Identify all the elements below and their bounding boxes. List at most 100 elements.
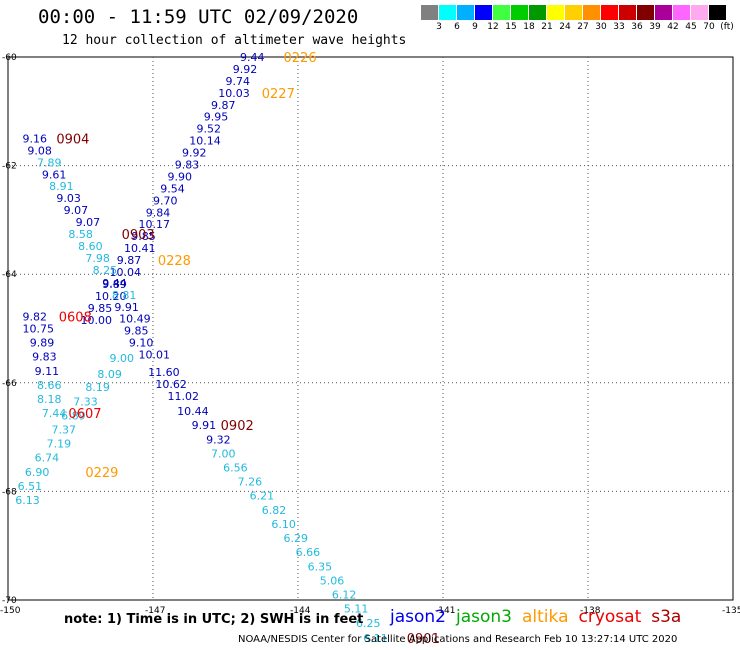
wave-height-label: 9.87	[117, 254, 142, 267]
wave-height-label: 7.98	[85, 252, 110, 265]
legend-label: 39	[649, 22, 661, 32]
legend-label: 33	[613, 22, 625, 32]
legend-label: 3	[436, 22, 442, 32]
legend-swatch	[529, 5, 546, 20]
wave-height-label: 9.95	[204, 111, 229, 124]
wave-height-label: 9.85	[131, 230, 156, 243]
wave-height-label: 9.00	[110, 352, 135, 365]
legend-swatch	[655, 5, 672, 20]
pass-time-label: 0229	[85, 466, 118, 481]
footer-note: note: 1) Time is in UTC; 2) SWH is in fe…	[64, 612, 364, 627]
wave-height-label: 9.91	[192, 419, 217, 432]
legend-swatch	[547, 5, 564, 20]
wave-height-label: 6.12	[332, 589, 357, 602]
pass-time-label: 0902	[221, 419, 254, 434]
y-tick-label: -66	[2, 379, 17, 389]
legend-swatch	[673, 5, 690, 20]
wave-height-label: 6.66	[296, 546, 321, 559]
wave-height-label: 9.92	[182, 147, 207, 160]
wave-height-label: 9.07	[64, 204, 88, 217]
pass-time-label: 0607	[68, 407, 101, 422]
wave-height-label: 8.18	[37, 393, 62, 406]
wave-height-label: 9.10	[129, 337, 154, 350]
pass-time-label: 0904	[56, 132, 89, 147]
y-tick-label: -60	[2, 53, 17, 63]
legend-swatch	[565, 5, 582, 20]
wave-height-label: 6.11	[363, 632, 388, 645]
x-tick-label: -144	[290, 606, 311, 616]
x-tick-label: -150	[0, 606, 21, 616]
legend-swatch	[511, 5, 528, 20]
pass-time-label: 0227	[262, 87, 295, 102]
pass-time-label: 0608	[59, 311, 92, 326]
wave-height-label: 9.87	[211, 99, 236, 112]
wave-height-label: 9.92	[233, 63, 258, 76]
wave-height-label: 9.89	[102, 278, 127, 291]
satellite-name: s3a	[651, 607, 682, 627]
satellite-name: cryosat	[578, 607, 642, 627]
wave-height-label: 11.02	[168, 390, 200, 403]
wave-height-label: 8.91	[49, 180, 73, 193]
legend-label: 27	[577, 22, 589, 32]
wave-height-label: 9.03	[56, 192, 80, 205]
wave-height-label: 8.25	[93, 264, 118, 277]
satellite-legend: jason2 jason3 altika cryosat s3a	[390, 607, 691, 627]
wave-height-label: 8.58	[68, 228, 93, 241]
wave-height-label: 7.00	[211, 447, 236, 460]
wave-height-label: 9.70	[153, 194, 178, 207]
wave-height-label: 9.89	[30, 337, 55, 350]
wave-height-label: 6.10	[271, 518, 296, 531]
legend-swatch	[421, 5, 438, 20]
x-tick-label: -138	[580, 606, 601, 616]
wave-height-label: 10.01	[139, 349, 171, 362]
wave-height-label: 7.89	[37, 156, 62, 169]
wave-height-label: 9.61	[42, 168, 66, 181]
wave-height-label: 6.25	[356, 617, 381, 630]
legend-label: 21	[541, 22, 553, 32]
wave-height-label: 10.20	[95, 290, 127, 303]
legend-label: 45	[685, 22, 697, 32]
chart-title: 00:00 - 11:59 UTC 02/09/2020	[38, 6, 359, 28]
legend-label: 15	[505, 22, 517, 32]
pass-time-label: 0903	[122, 228, 155, 243]
legend-swatch	[439, 5, 456, 20]
satellite-name: jason3	[456, 607, 512, 627]
y-tick-label: -64	[2, 270, 17, 280]
wave-height-label: 9.91	[114, 301, 139, 314]
wave-height-label: 9.83	[175, 159, 200, 172]
legend-swatch	[475, 5, 492, 20]
wave-height-label: 9.85	[88, 302, 113, 315]
credit-line: NOAA/NESDIS Center for Satellite Applica…	[238, 634, 678, 645]
wave-height-label: 9.85	[124, 325, 149, 338]
wave-height-label: 8.60	[78, 240, 103, 253]
legend-swatch	[583, 5, 600, 20]
wave-height-label: 9.44	[240, 51, 265, 64]
y-tick-label: -68	[2, 487, 17, 497]
wave-height-label: 9.54	[160, 182, 185, 195]
wave-height-label: 9.90	[168, 170, 193, 183]
legend-label: 12	[487, 22, 499, 32]
wave-height-label: 8.81	[112, 289, 136, 302]
wave-height-label: 6.56	[223, 462, 248, 475]
wave-height-label: 10.17	[139, 218, 171, 231]
legend-label: 70	[703, 22, 715, 32]
wave-height-label: 6.74	[35, 452, 60, 465]
wave-height-label: 10.44	[177, 405, 209, 418]
legend-label: 30	[595, 22, 607, 32]
wave-height-label: 6.29	[284, 532, 309, 545]
legend-label: 6	[454, 22, 460, 32]
wave-height-label: 6.82	[262, 504, 287, 517]
plot-frame	[7, 56, 734, 601]
wave-height-label: 9.16	[23, 132, 48, 145]
legend-label: 9	[472, 22, 478, 32]
legend-swatch	[601, 5, 618, 20]
wave-height-label: 5.11	[344, 603, 369, 616]
wave-height-label: 9.07	[76, 216, 101, 229]
pass-time-label: 0228	[158, 254, 191, 269]
wave-height-label: 7.19	[47, 438, 72, 451]
wave-height-label: 9.11	[35, 365, 60, 378]
wave-height-label: 10.49	[119, 313, 150, 326]
legend-swatch	[691, 5, 708, 20]
wave-height-label: 6.21	[250, 490, 275, 503]
wave-height-label: 10.75	[23, 323, 55, 336]
